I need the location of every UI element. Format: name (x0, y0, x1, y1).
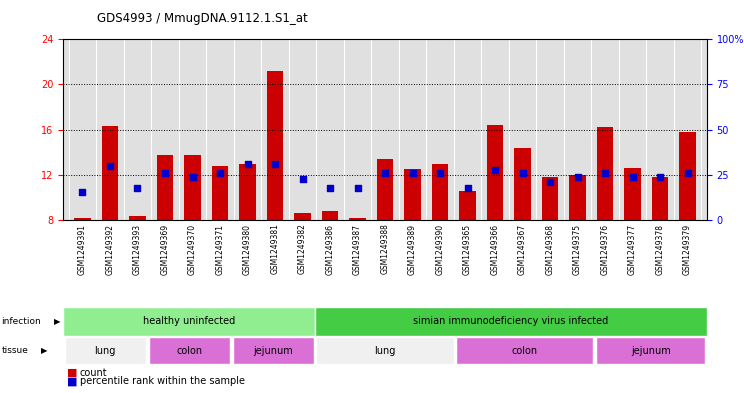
Bar (295, 213, 311, 220)
Text: count: count (80, 367, 107, 378)
Bar (315, 307, 707, 336)
Point (434, 169, 446, 176)
Bar (652, 177, 668, 220)
Text: GSM1249378: GSM1249378 (655, 224, 664, 275)
Bar (157, 154, 173, 220)
Bar (212, 166, 228, 220)
Bar (404, 169, 421, 220)
Text: GSM1249366: GSM1249366 (490, 224, 499, 275)
Bar (624, 168, 641, 220)
Point (104, 163, 116, 169)
Bar (129, 215, 146, 220)
Text: GSM1249382: GSM1249382 (298, 224, 307, 274)
Text: ▶: ▶ (54, 317, 60, 326)
Text: simian immunodeficiency virus infected: simian immunodeficiency virus infected (414, 316, 609, 326)
Text: GSM1249370: GSM1249370 (188, 224, 197, 275)
Bar (65, 338, 146, 364)
Text: ▶: ▶ (41, 346, 48, 355)
Bar (376, 159, 394, 220)
Text: GSM1249393: GSM1249393 (133, 224, 142, 275)
Text: GSM1249380: GSM1249380 (243, 224, 252, 275)
Point (626, 174, 638, 180)
Text: GSM1249369: GSM1249369 (161, 224, 170, 275)
Point (214, 169, 226, 176)
Point (599, 169, 611, 176)
Bar (487, 125, 503, 220)
Text: colon: colon (176, 346, 202, 356)
Text: GSM1249375: GSM1249375 (573, 224, 582, 275)
Bar (149, 338, 230, 364)
Bar (542, 177, 558, 220)
Bar (679, 132, 696, 220)
Bar (102, 126, 118, 220)
Bar (233, 338, 314, 364)
Point (516, 169, 528, 176)
Text: GSM1249381: GSM1249381 (271, 224, 280, 274)
Bar (316, 338, 454, 364)
Text: GSM1249388: GSM1249388 (380, 224, 390, 274)
Text: GSM1249391: GSM1249391 (78, 224, 87, 275)
Text: GSM1249376: GSM1249376 (600, 224, 609, 275)
Point (242, 160, 254, 167)
Point (269, 160, 281, 167)
Text: percentile rank within the sample: percentile rank within the sample (80, 376, 245, 386)
Text: jejunum: jejunum (253, 346, 293, 356)
Bar (349, 218, 366, 220)
Text: colon: colon (512, 346, 538, 356)
Text: GDS4993 / MmugDNA.9112.1.S1_at: GDS4993 / MmugDNA.9112.1.S1_at (97, 12, 307, 25)
Text: tissue: tissue (1, 346, 28, 355)
Text: ■: ■ (67, 376, 77, 386)
Text: GSM1249390: GSM1249390 (435, 224, 444, 275)
Point (324, 185, 336, 191)
Text: healthy uninfected: healthy uninfected (143, 316, 235, 326)
Text: GSM1249379: GSM1249379 (683, 224, 692, 275)
Bar (459, 191, 475, 220)
Bar (569, 175, 586, 220)
Text: infection: infection (1, 317, 41, 326)
Point (352, 185, 364, 191)
Point (297, 176, 309, 182)
Point (461, 185, 473, 191)
Text: GSM1249371: GSM1249371 (216, 224, 225, 275)
Text: lung: lung (374, 346, 396, 356)
Bar (432, 163, 449, 220)
Text: GSM1249368: GSM1249368 (545, 224, 554, 275)
Bar (267, 71, 283, 220)
Bar (514, 148, 530, 220)
Bar (597, 127, 613, 220)
Text: lung: lung (94, 346, 116, 356)
Text: GSM1249377: GSM1249377 (628, 224, 637, 275)
Point (379, 169, 391, 176)
Text: GSM1249365: GSM1249365 (463, 224, 472, 275)
Text: jejunum: jejunum (631, 346, 670, 356)
Text: GSM1249367: GSM1249367 (518, 224, 527, 275)
Point (159, 169, 171, 176)
Text: ■: ■ (67, 367, 77, 378)
Text: GSM1249386: GSM1249386 (326, 224, 335, 275)
Bar (596, 338, 705, 364)
Bar (63, 307, 315, 336)
Text: GSM1249392: GSM1249392 (106, 224, 115, 275)
Point (187, 174, 199, 180)
Point (406, 169, 418, 176)
Point (654, 174, 666, 180)
Point (77, 189, 89, 195)
Bar (74, 218, 91, 220)
Bar (456, 338, 594, 364)
Point (682, 169, 693, 176)
Bar (185, 154, 201, 220)
Bar (240, 163, 256, 220)
Text: GSM1249387: GSM1249387 (353, 224, 362, 275)
Text: GSM1249389: GSM1249389 (408, 224, 417, 275)
Point (544, 178, 556, 185)
Point (489, 167, 501, 174)
Point (571, 174, 583, 180)
Point (132, 185, 144, 191)
Bar (321, 211, 339, 220)
